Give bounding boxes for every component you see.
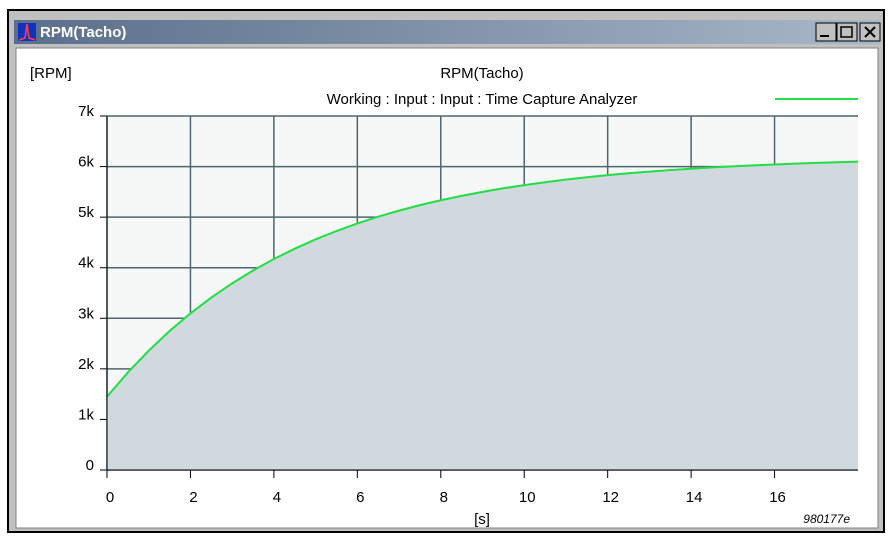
x-tick-label: 4 bbox=[273, 489, 281, 506]
minimize-button[interactable] bbox=[815, 22, 837, 42]
x-tick-label: 14 bbox=[686, 489, 703, 506]
window-title: RPM(Tacho) bbox=[40, 24, 126, 41]
x-tick-label: 8 bbox=[440, 489, 448, 506]
maximize-button[interactable] bbox=[836, 22, 858, 42]
app-icon bbox=[18, 23, 36, 41]
legend-label: Working : Input : Input : Time Capture A… bbox=[327, 91, 638, 108]
area bbox=[107, 161, 858, 470]
y-tick-label: 1k bbox=[78, 406, 94, 423]
y-tick-label: 2k bbox=[78, 356, 94, 373]
y-tick-label: 5k bbox=[78, 204, 94, 221]
line bbox=[106, 160, 859, 398]
y-tick-label: 3k bbox=[78, 305, 94, 322]
x-tick-label: 2 bbox=[189, 489, 197, 506]
y-tick-label: 6k bbox=[78, 154, 94, 171]
x-tick-label: 0 bbox=[106, 489, 114, 506]
y-tick-label: 0 bbox=[86, 457, 94, 474]
y-axis-label: [RPM] bbox=[30, 65, 72, 82]
figure-id: 980177e bbox=[803, 512, 850, 526]
x-tick-label: 10 bbox=[519, 489, 536, 506]
y-tick-label: 7k bbox=[78, 103, 94, 120]
y-tick-label: 4k bbox=[78, 255, 94, 272]
x-tick-label: 6 bbox=[356, 489, 364, 506]
chart-title: RPM(Tacho) bbox=[440, 65, 523, 82]
close-button[interactable] bbox=[859, 22, 881, 42]
x-tick-label: 12 bbox=[602, 489, 619, 506]
x-tick-label: 16 bbox=[769, 489, 786, 506]
x-axis-label: [s] bbox=[474, 511, 490, 528]
title-bar bbox=[14, 20, 880, 44]
